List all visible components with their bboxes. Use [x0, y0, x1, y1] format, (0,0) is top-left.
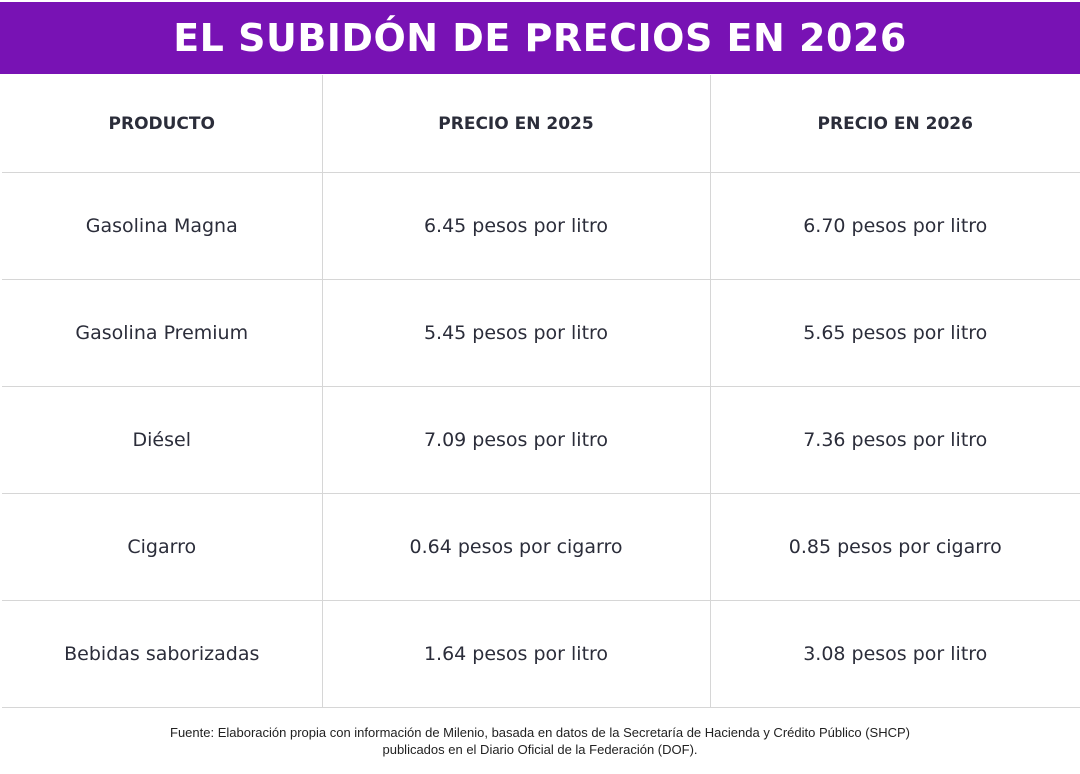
price-2026-cell: 5.65 pesos por litro — [709, 279, 1080, 387]
source-note: Fuente: Elaboración propia con informaci… — [0, 724, 1080, 758]
table-row: Cigarro 0.64 pesos por cigarro 0.85 peso… — [2, 493, 1080, 601]
price-table: PRODUCTO PRECIO EN 2025 PRECIO EN 2026 G… — [2, 75, 1080, 708]
table-row: Gasolina Magna 6.45 pesos por litro 6.70… — [2, 172, 1080, 280]
price-2026-cell: 6.70 pesos por litro — [709, 172, 1080, 280]
product-cell: Gasolina Magna — [85, 215, 238, 237]
header-precio-2025: PRECIO EN 2025 — [321, 75, 710, 173]
header-precio-2026: PRECIO EN 2026 — [709, 75, 1080, 173]
price-2025-cell: 1.64 pesos por litro — [321, 600, 710, 708]
source-line-2: publicados en el Diario Oficial de la Fe… — [382, 742, 698, 757]
price-2026-cell: 3.08 pesos por litro — [709, 600, 1080, 708]
price-2026-cell: 7.36 pesos por litro — [709, 386, 1080, 494]
table-row: Bebidas saborizadas 1.64 pesos por litro… — [2, 600, 1080, 708]
price-2025-cell: 6.45 pesos por litro — [321, 172, 710, 280]
product-cell: Diésel — [132, 429, 191, 451]
price-2025-cell: 0.64 pesos por cigarro — [321, 493, 710, 601]
product-cell: Bebidas saborizadas — [64, 643, 260, 665]
source-line-1: Fuente: Elaboración propia con informaci… — [170, 725, 910, 740]
product-cell: Gasolina Premium — [75, 322, 249, 344]
product-cell: Cigarro — [127, 536, 197, 558]
header-producto: PRODUCTO — [108, 113, 215, 134]
table-header-row: PRODUCTO PRECIO EN 2025 PRECIO EN 2026 — [2, 75, 1080, 173]
price-2025-cell: 7.09 pesos por litro — [321, 386, 710, 494]
table-row: Gasolina Premium 5.45 pesos por litro 5.… — [2, 279, 1080, 387]
price-2026-cell: 0.85 pesos por cigarro — [709, 493, 1080, 601]
table-row: Diésel 7.09 pesos por litro 7.36 pesos p… — [2, 386, 1080, 494]
page-title: EL SUBIDÓN DE PRECIOS EN 2026 — [173, 16, 907, 60]
title-banner: EL SUBIDÓN DE PRECIOS EN 2026 — [0, 2, 1080, 74]
price-2025-cell: 5.45 pesos por litro — [321, 279, 710, 387]
